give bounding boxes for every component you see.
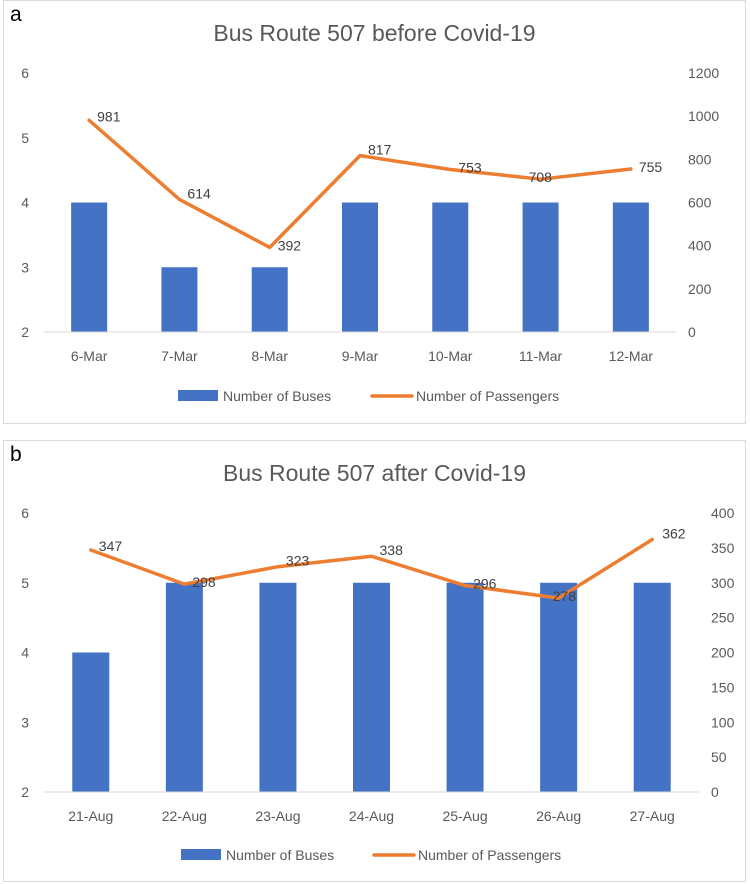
x-axis-tick-label: 8-Mar — [251, 348, 288, 364]
passengers-data-label: 755 — [639, 159, 663, 175]
right-axis-tick-label: 350 — [711, 540, 735, 556]
chart-title: Bus Route 507 before Covid-19 — [213, 20, 535, 46]
bar-6-Mar — [71, 202, 108, 332]
legend-label-passengers: Number of Passengers — [416, 388, 559, 404]
bar-7-Mar — [161, 267, 198, 332]
passengers-data-label: 981 — [97, 108, 121, 124]
chart-title: Bus Route 507 after Covid-19 — [223, 460, 526, 486]
right-axis-tick-label: 1200 — [688, 65, 719, 81]
x-axis-tick-label: 27-Aug — [630, 808, 675, 824]
bar-22-Aug — [165, 582, 203, 792]
passengers-data-label: 362 — [662, 526, 686, 542]
chart-b-svg: Bus Route 507 after Covid-19 2 3 4 5 6 0 50 100 1… — [21, 460, 735, 863]
passengers-data-label: 347 — [99, 538, 123, 554]
chart-panel-b: b Bus Route 507 after Covid-19 2 3 4 5 6 0 50 10… — [3, 440, 746, 882]
right-axis-tick-label: 300 — [711, 575, 735, 591]
right-axis-tick-label: 200 — [688, 281, 712, 297]
passengers-line — [87, 118, 633, 250]
x-axis-tick-label: 25-Aug — [442, 808, 487, 824]
passengers-data-label: 392 — [278, 237, 302, 253]
bar-24-Aug — [353, 582, 390, 792]
left-axis-tick-label: 6 — [21, 65, 29, 81]
bar-11-Mar — [522, 202, 559, 332]
bar-21-Aug — [72, 652, 110, 792]
chart-a-svg: Bus Route 507 before Covid-19 2 3 4 5 6 0 200 40… — [21, 20, 719, 404]
panel-label-a: a — [10, 3, 22, 26]
bar-26-Aug — [540, 582, 578, 792]
right-axis-tick-label: 400 — [688, 238, 712, 254]
passengers-data-label: 614 — [187, 185, 211, 201]
legend-label-buses: Number of Buses — [223, 388, 331, 404]
right-axis-tick-label: 1000 — [688, 108, 719, 124]
bar-12-Mar — [612, 202, 649, 332]
left-axis-tick-label: 3 — [21, 714, 29, 730]
left-axis-tick-label: 4 — [21, 195, 29, 211]
passengers-data-label: 708 — [529, 169, 553, 185]
x-axis-tick-label: 26-Aug — [536, 808, 581, 824]
legend-bar-swatch — [181, 849, 221, 860]
left-axis-tick-label: 5 — [21, 575, 29, 591]
x-axis-tick-label: 22-Aug — [162, 808, 207, 824]
passengers-data-label: 817 — [368, 142, 392, 158]
left-axis-tick-label: 4 — [21, 645, 29, 661]
x-axis-tick-label: 9-Mar — [342, 348, 379, 364]
x-axis-tick-label: 7-Mar — [161, 348, 198, 364]
legend-bar-swatch — [178, 390, 218, 401]
left-axis-tick-label: 3 — [21, 259, 29, 275]
left-axis-tick-label: 2 — [21, 324, 29, 340]
bar-23-Aug — [259, 582, 297, 792]
passengers-data-label: 296 — [473, 576, 497, 592]
right-axis-tick-label: 0 — [688, 324, 696, 340]
left-axis-tick-label: 6 — [21, 505, 29, 521]
left-axis-tick-label: 5 — [21, 130, 29, 146]
bar-10-Mar — [432, 202, 469, 332]
x-axis-tick-label: 21-Aug — [68, 808, 113, 824]
passengers-data-label: 278 — [553, 588, 577, 604]
chart-panel-a: a Bus Route 507 before Covid-19 2 3 4 5 6 0 200… — [3, 0, 746, 424]
right-axis-tick-label: 50 — [711, 749, 727, 765]
bar-9-Mar — [342, 202, 378, 332]
x-axis-tick-label: 23-Aug — [255, 808, 300, 824]
bar-25-Aug — [446, 582, 484, 792]
legend-label-buses: Number of Buses — [226, 847, 334, 863]
x-axis-tick-label: 24-Aug — [349, 808, 394, 824]
right-axis-tick-label: 200 — [711, 645, 735, 661]
right-axis-tick-label: 0 — [711, 784, 719, 800]
passengers-line — [89, 537, 654, 600]
passengers-data-label: 753 — [458, 159, 482, 175]
x-axis-tick-label: 12-Mar — [609, 348, 654, 364]
passengers-data-label: 298 — [192, 574, 216, 590]
x-axis-tick-label: 10-Mar — [428, 348, 473, 364]
panel-label-b: b — [10, 443, 22, 466]
bar-27-Aug — [633, 582, 671, 792]
passengers-data-label: 338 — [380, 542, 404, 558]
right-axis-tick-label: 600 — [688, 195, 712, 211]
left-axis-tick-label: 2 — [21, 784, 29, 800]
x-axis-tick-label: 11-Mar — [519, 348, 563, 364]
bar-8-Mar — [251, 267, 288, 332]
right-axis-tick-label: 100 — [711, 714, 735, 730]
legend-label-passengers: Number of Passengers — [418, 847, 561, 863]
passengers-data-label: 323 — [286, 553, 310, 569]
right-axis-tick-label: 250 — [711, 610, 735, 626]
x-axis-tick-label: 6-Mar — [71, 348, 108, 364]
right-axis-tick-label: 400 — [711, 505, 735, 521]
right-axis-tick-label: 150 — [711, 679, 735, 695]
right-axis-tick-label: 800 — [688, 151, 712, 167]
